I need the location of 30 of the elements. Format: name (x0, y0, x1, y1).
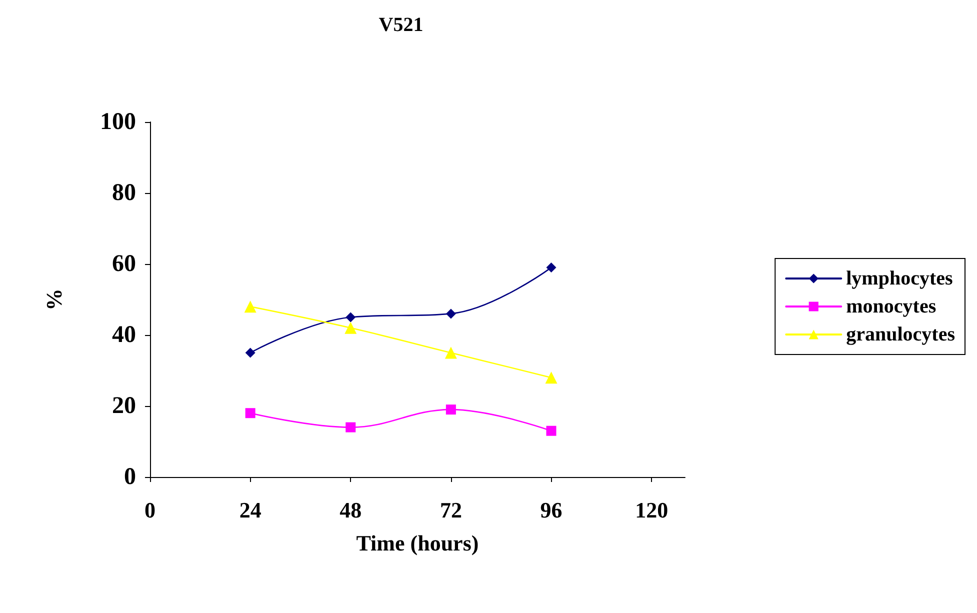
point (245, 408, 256, 418)
point (446, 404, 456, 415)
point (245, 348, 256, 358)
y-tick-label: 60 (112, 251, 136, 277)
y-tick-label: 40 (112, 322, 136, 348)
x-tick-label: 120 (635, 498, 668, 522)
y-tick-label: 20 (112, 393, 136, 419)
point (546, 262, 556, 273)
x-tick-label: 96 (540, 498, 562, 522)
x-tick-label: 24 (239, 498, 262, 522)
point (344, 322, 357, 334)
x-tick-label: 0 (144, 498, 156, 522)
point (446, 308, 456, 319)
x-axis-title: Time (hours) (356, 530, 479, 556)
y-tick-label: 80 (112, 180, 136, 206)
legend-label: monocytes (846, 296, 936, 318)
point (545, 372, 558, 384)
legend-label: lymphocytes (846, 268, 953, 290)
point (346, 312, 356, 322)
legend-label: granulocytes (846, 324, 956, 346)
point (546, 426, 556, 436)
x-tick-label: 48 (340, 498, 362, 522)
point (444, 346, 457, 359)
x-tick-label: 72 (440, 498, 462, 522)
chart-title: V521 (378, 14, 424, 36)
y-tick-label: 100 (100, 109, 136, 135)
y-tick-label: 0 (124, 464, 136, 490)
point (346, 422, 356, 432)
point (244, 300, 256, 313)
y-axis-title: % (42, 288, 66, 310)
